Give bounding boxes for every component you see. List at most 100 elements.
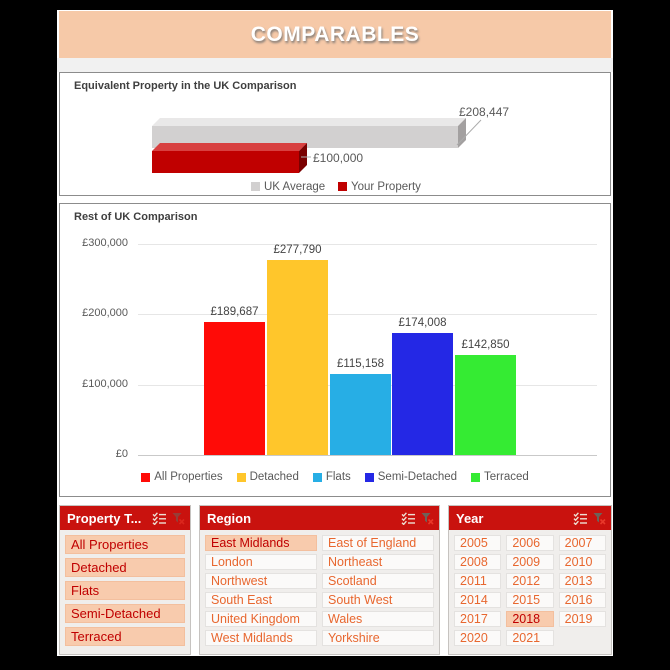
slicer-region-toolbar xyxy=(401,511,434,525)
legend-swatch-uk-average xyxy=(251,182,260,191)
clear-filter-icon[interactable] xyxy=(593,512,606,525)
slicer-item-2012[interactable]: 2012 xyxy=(506,573,554,589)
slicer-item-east-of-england[interactable]: East of England xyxy=(322,535,434,551)
gridline-300-000 xyxy=(138,244,597,245)
y-tick-0: £0 xyxy=(115,448,128,460)
slicer-item-2017[interactable]: 2017 xyxy=(454,611,502,627)
legend-label-detached: Detached xyxy=(249,471,299,483)
slicer-item-2021[interactable]: 2021 xyxy=(506,630,554,646)
legend-item-all-properties: All Properties xyxy=(141,471,223,483)
legend-item-detached: Detached xyxy=(236,471,299,483)
slicer-region-title: Region xyxy=(207,510,252,526)
slicer-item-south-east[interactable]: South East xyxy=(205,592,317,608)
slicer-item-2014[interactable]: 2014 xyxy=(454,592,502,608)
bar3d-your-property xyxy=(152,143,307,173)
legend-item-terraced: Terraced xyxy=(471,471,529,483)
rest-of-uk-chart-title: Rest of UK Comparison xyxy=(74,211,198,223)
slicer-item-wales[interactable]: Wales xyxy=(322,611,434,627)
data-label-your-property: £100,000 xyxy=(313,151,363,165)
slicer-property-type-title: Property T... xyxy=(67,510,142,526)
gridline-200-000 xyxy=(138,314,597,315)
slicer-year-title: Year xyxy=(456,510,484,526)
multi-select-icon[interactable] xyxy=(401,511,416,525)
legend-swatch-your-property xyxy=(338,182,347,191)
slicer-item-2013[interactable]: 2013 xyxy=(558,573,606,589)
slicer-item-yorkshire[interactable]: Yorkshire xyxy=(322,630,434,646)
slicer-property-type-header: Property T... xyxy=(60,506,190,530)
slicer-item-flats[interactable]: Flats xyxy=(65,581,185,600)
y-tick-100-000: £100,000 xyxy=(82,378,128,390)
y-tick-300-000: £300,000 xyxy=(82,237,128,249)
legend-label-your-property: Your Property xyxy=(351,181,421,193)
slicer-item-south-west[interactable]: South West xyxy=(322,592,434,608)
slicer-item-northeast[interactable]: Northeast xyxy=(322,554,434,570)
slicer-item-2005[interactable]: 2005 xyxy=(454,535,502,551)
data-label-uk-average: £208,447 xyxy=(459,105,509,119)
slicer-item-scotland[interactable]: Scotland xyxy=(322,573,434,589)
data-label-semi-detached: £174,008 xyxy=(398,317,447,329)
slicer-item-london[interactable]: London xyxy=(205,554,317,570)
slicer-item-2008[interactable]: 2008 xyxy=(454,554,502,570)
rest-of-uk-chart: Rest of UK Comparison £0 £100,000 £200,000… xyxy=(59,203,611,497)
slicer-item-2011[interactable]: 2011 xyxy=(454,573,502,589)
legend-label-all-properties: All Properties xyxy=(154,471,223,483)
slicer-item-2020[interactable]: 2020 xyxy=(454,630,502,646)
rest-of-uk-legend: All Properties Detached Flats Semi-Detached… xyxy=(60,471,610,483)
uk-comparison-plot: £208,447 £100,000 UK Average Your Property xyxy=(152,105,509,193)
slicer-item-semi-detached[interactable]: Semi-Detached xyxy=(65,604,185,623)
multi-select-icon[interactable] xyxy=(573,511,588,525)
bar3d-uk-average xyxy=(152,118,466,148)
bar-semi-detached xyxy=(392,333,453,455)
legend-swatch-terraced xyxy=(471,472,481,482)
legend-swatch-detached xyxy=(236,472,246,482)
uk-comparison-chart: Equivalent Property in the UK Comparison… xyxy=(59,72,611,196)
slicer-item-2006[interactable]: 2006 xyxy=(506,535,554,551)
slicer-item-2010[interactable]: 2010 xyxy=(558,554,606,570)
slicer-region: Region xyxy=(199,505,440,655)
banner-divider xyxy=(57,58,613,72)
slicer-year-items: 2005 2006 2007 2008 2009 2010 2011 2012 2013 2014… xyxy=(449,530,611,651)
bar-detached xyxy=(267,260,328,455)
clear-filter-icon[interactable] xyxy=(421,512,434,525)
slicer-item-2018[interactable]: 2018 xyxy=(506,611,554,627)
multi-select-icon[interactable] xyxy=(152,511,167,525)
gridline-0 xyxy=(138,455,597,456)
slicer-item-2019[interactable]: 2019 xyxy=(558,611,606,627)
bar-all-properties xyxy=(204,322,265,455)
legend-label-flats: Flats xyxy=(325,471,351,483)
slicer-year-toolbar xyxy=(573,511,606,525)
slicer-property-type: Property T... xyxy=(59,505,191,655)
legend-item-semi-detached: Semi-Detached xyxy=(364,471,458,483)
data-label-detached: £277,790 xyxy=(273,244,322,256)
clear-filter-icon[interactable] xyxy=(172,512,185,525)
rest-of-uk-plot: £0 £100,000 £200,000 £300,000 £189,687 £277,7… xyxy=(60,204,610,496)
slicer-item-east-midlands[interactable]: East Midlands xyxy=(205,535,317,551)
slicer-item-2007[interactable]: 2007 xyxy=(558,535,606,551)
legend-swatch-all-properties xyxy=(141,472,151,482)
data-label-terraced: £142,850 xyxy=(461,339,510,351)
slicer-item-2009[interactable]: 2009 xyxy=(506,554,554,570)
banner: COMPARABLES xyxy=(59,11,611,58)
y-tick-200-000: £200,000 xyxy=(82,307,128,319)
bar-flats xyxy=(330,374,391,455)
slicer-item-west-midlands[interactable]: West Midlands xyxy=(205,630,317,646)
legend-label-semi-detached: Semi-Detached xyxy=(377,471,458,483)
bar-terraced xyxy=(455,355,516,455)
legend-swatch-flats xyxy=(312,472,322,482)
legend-label-terraced: Terraced xyxy=(484,471,529,483)
slicer-item-terraced[interactable]: Terraced xyxy=(65,627,185,646)
slicer-item-all-properties[interactable]: All Properties xyxy=(65,535,185,554)
slicer-item-2015[interactable]: 2015 xyxy=(506,592,554,608)
slicer-item-united-kingdom[interactable]: United Kingdom xyxy=(205,611,317,627)
page-title: COMPARABLES xyxy=(250,22,420,46)
slicer-property-type-items: All Properties Detached Flats Semi-Detached… xyxy=(60,530,190,651)
slicer-item-detached[interactable]: Detached xyxy=(65,558,185,577)
slicer-region-items: East Midlands East of England London Northe… xyxy=(200,530,439,651)
slicer-year-header: Year xyxy=(449,506,611,530)
legend-label-uk-average: UK Average xyxy=(264,181,325,193)
data-label-all-properties: £189,687 xyxy=(210,306,259,318)
data-label-flats: £115,158 xyxy=(336,358,385,370)
slicer-item-northwest[interactable]: Northwest xyxy=(205,573,317,589)
legend-swatch-semi-detached xyxy=(364,472,374,482)
slicer-item-2016[interactable]: 2016 xyxy=(558,592,606,608)
